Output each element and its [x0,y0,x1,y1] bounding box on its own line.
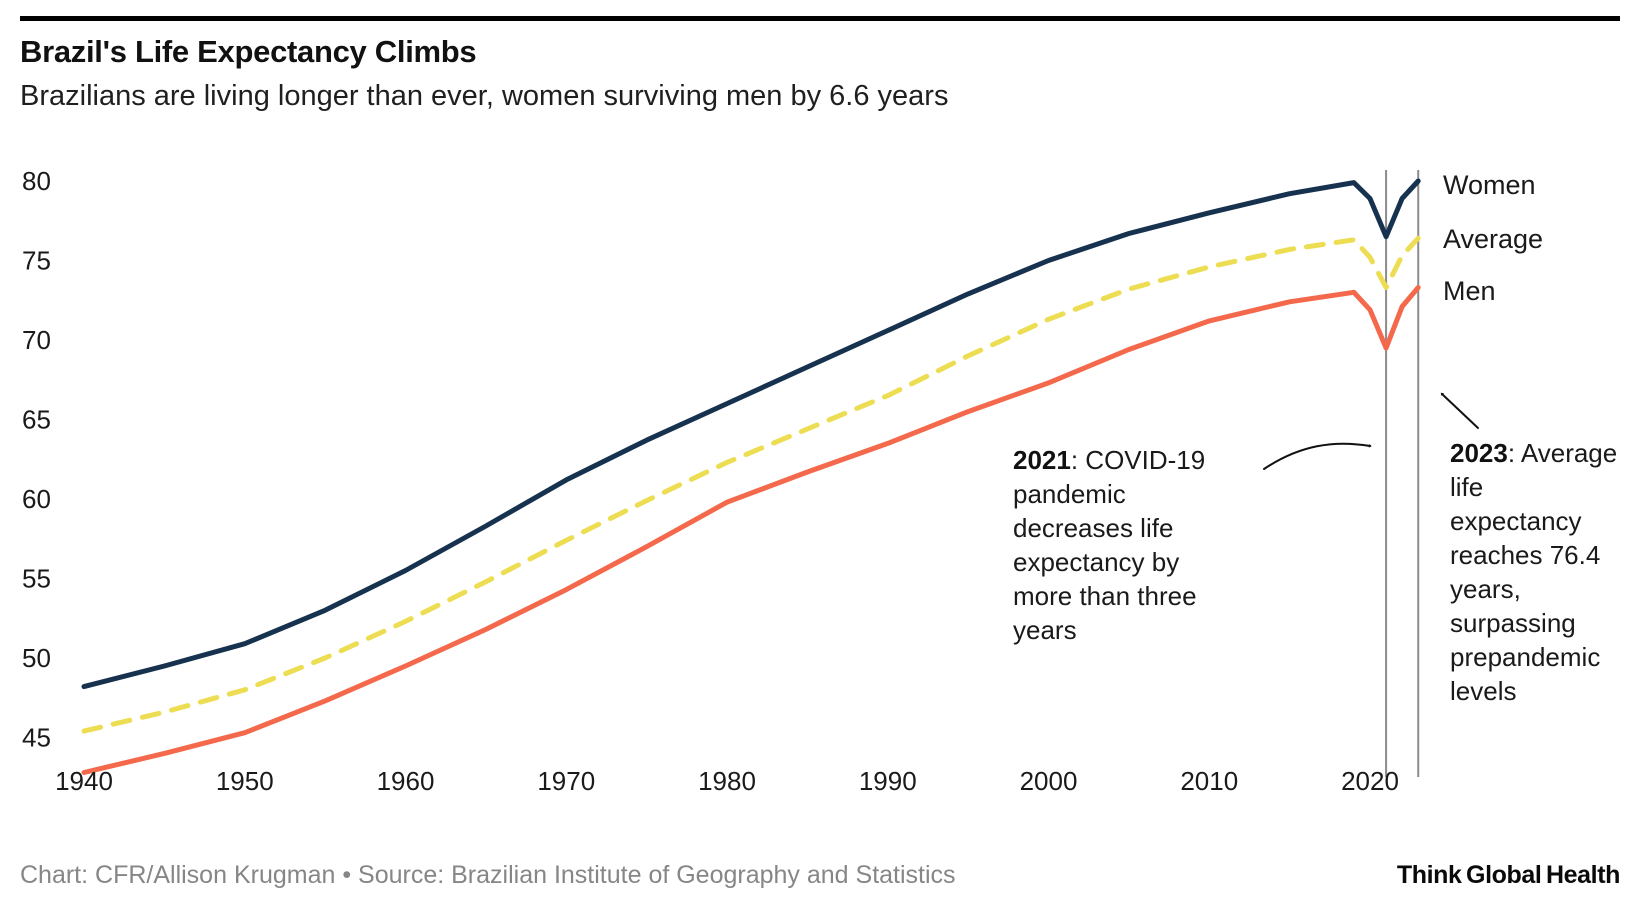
line-average [81,235,1421,734]
think-global-health-logo: Think Global Health [1396,861,1621,889]
y-tick-75: 75 [22,246,51,276]
footer-credit: Chart: CFR/Allison Krugman • Source: Bra… [20,861,956,889]
series-line-group [81,178,1421,775]
x-tick-2010: 2010 [1180,766,1238,796]
x-tick-1940: 1940 [55,766,113,796]
x-tick-1950: 1950 [216,766,274,796]
y-tick-50: 50 [22,643,51,673]
axis-label-group: 45 50 55 60 65 70 75 80 1940 1950 1960 1970 1980 1990… [22,166,1399,796]
x-tick-1990: 1990 [859,766,917,796]
annotation-arrow-2021 [1263,444,1370,470]
x-tick-1970: 1970 [537,766,595,796]
y-tick-45: 45 [22,723,51,753]
event-line-group [1385,170,1420,777]
top-rule [20,16,1620,21]
y-tick-70: 70 [22,325,51,355]
annotation-2023-year: 2023 [1450,438,1508,468]
y-tick-60: 60 [22,484,51,514]
x-tick-2000: 2000 [1020,766,1078,796]
annotation-2021: 2021: COVID-19 pandemic decreases life e… [1013,443,1227,647]
x-tick-1980: 1980 [698,766,756,796]
chart-title: Brazil's Life Expectancy Climbs [20,34,477,69]
line-women [81,178,1421,690]
y-tick-80: 80 [22,166,51,196]
x-tick-1960: 1960 [377,766,435,796]
legend-label-average: Average [1443,224,1544,254]
annotation-arrow-2023 [1442,394,1479,429]
legend-label-women: Women [1443,170,1536,200]
annotation-2023: 2023: Average life expectancy reaches 76… [1450,436,1620,708]
x-tick-2020: 2020 [1341,766,1399,796]
annotation-2021-text: : COVID-19 pandemic decreases life expec… [1013,445,1206,645]
line-men [81,285,1421,775]
annotation-2023-text: : Average life expectancy reaches 76.4 y… [1450,438,1618,706]
y-tick-65: 65 [22,405,51,435]
y-tick-55: 55 [22,564,51,594]
annotation-2021-year: 2021 [1013,445,1071,475]
chart-subtitle: Brazilians are living longer than ever, … [20,80,949,112]
legend-label-men: Men [1443,276,1496,306]
